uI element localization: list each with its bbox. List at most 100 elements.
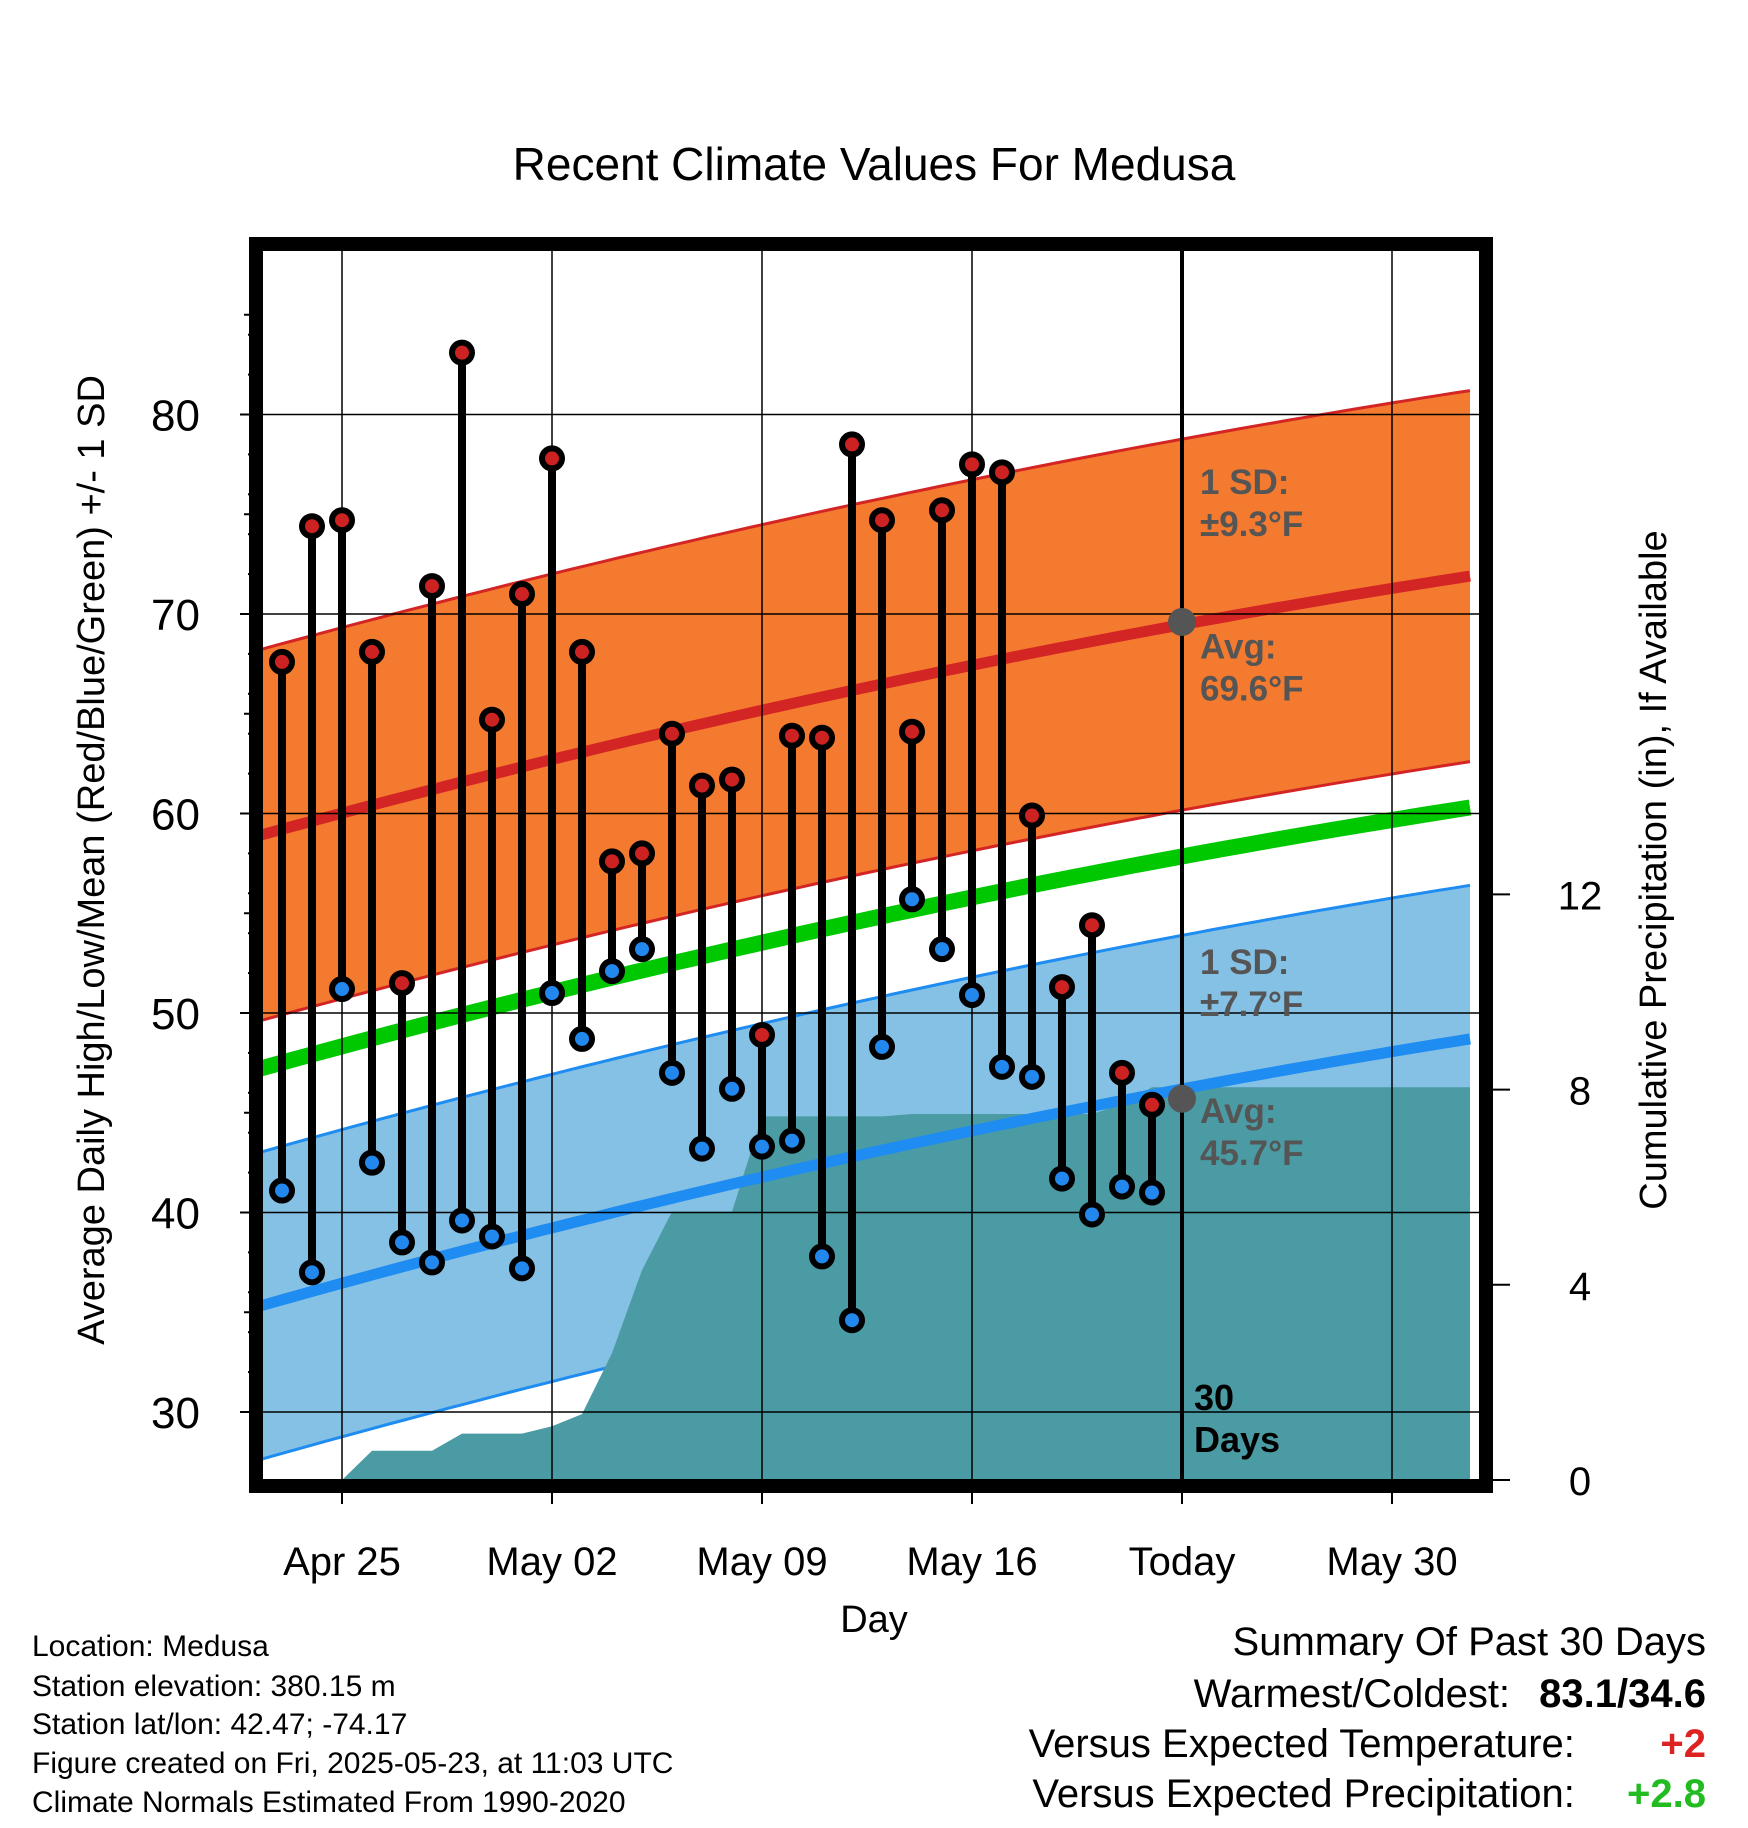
info-location: Location: Medusa	[32, 1630, 269, 1663]
daily-low-point	[509, 1255, 535, 1282]
y-tick-label: 60	[151, 791, 200, 840]
y-tick-label: 80	[151, 392, 200, 441]
daily-low-point	[839, 1307, 865, 1334]
daily-high-point	[1139, 1091, 1165, 1118]
daily-high-point	[599, 848, 625, 875]
normal-high-avg-line	[262, 570, 1471, 841]
normal-high-band	[262, 390, 1470, 1021]
daily-low-point	[359, 1149, 385, 1176]
x-tick-label: May 30	[1326, 1540, 1457, 1584]
daily-high-point	[269, 648, 295, 675]
daily-high-point	[1049, 974, 1075, 1001]
low-sd-label: 1 SD:	[1200, 943, 1289, 982]
y-tick-label: 70	[151, 591, 200, 640]
daily-low-point	[1109, 1173, 1135, 1200]
today-high-avg-dot	[1168, 607, 1196, 636]
daily-high-point	[899, 718, 925, 745]
daily-low-point	[899, 886, 925, 913]
daily-high-point	[989, 459, 1015, 486]
daily-high-point	[959, 451, 985, 478]
daily-low-point	[449, 1207, 475, 1234]
daily-low-point	[539, 980, 565, 1007]
daily-low-point	[479, 1223, 505, 1250]
x-axis: Apr 25 May 02 May 09 May 16 Today May 30	[283, 1486, 1458, 1584]
daily-low-point	[749, 1133, 775, 1160]
daily-high-point	[689, 772, 715, 799]
y-axis-label: Average Daily High/Low/Mean (Red/Blue/Gr…	[71, 375, 113, 1345]
y-tick-label: 50	[151, 990, 200, 1039]
summary-warm-cold: Warmest/Coldest: 83.1/34.6	[1194, 1672, 1706, 1717]
daily-bars	[269, 339, 1165, 1334]
daily-high-point	[389, 970, 415, 997]
daily-high-point	[419, 573, 445, 600]
summary-precip-label: Versus Expected Precipitation:	[1032, 1772, 1575, 1816]
daily-low-point	[1139, 1179, 1165, 1206]
daily-low-point	[809, 1243, 835, 1270]
high-sd-label: 1 SD:	[1200, 463, 1289, 502]
low-avg-value: 45.7°F	[1200, 1134, 1304, 1173]
daily-low-point	[299, 1259, 325, 1286]
daily-high-point	[509, 581, 535, 608]
normal-low-avg-line	[262, 1033, 1471, 1312]
high-avg-label: Avg:	[1200, 628, 1276, 667]
low-sd-value: ±7.7°F	[1200, 985, 1303, 1024]
daily-low-point	[989, 1053, 1015, 1080]
daily-high-point	[749, 1021, 775, 1048]
daily-low-point	[1019, 1063, 1045, 1090]
y2-tick-label: 8	[1569, 1070, 1591, 1114]
high-avg-value: 69.6°F	[1200, 670, 1304, 709]
daily-high-point	[329, 507, 355, 534]
daily-high-point	[449, 339, 475, 366]
daily-high-point	[809, 724, 835, 751]
x-tick-label: Apr 25	[283, 1540, 401, 1584]
daily-high-point	[1019, 802, 1045, 829]
daily-high-point	[659, 720, 685, 747]
daily-low-point	[629, 936, 655, 963]
precip-area	[342, 1087, 1470, 1480]
low-avg-label: Avg:	[1200, 1092, 1276, 1131]
x-tick-label: May 09	[696, 1540, 827, 1584]
daily-high-point	[569, 638, 595, 665]
daily-low-point	[329, 976, 355, 1003]
info-created: Figure created on Fri, 2025-05-23, at 11…	[32, 1747, 674, 1780]
plot-clip-group	[262, 389, 1472, 1480]
daily-low-point	[929, 936, 955, 963]
daily-low-point	[659, 1059, 685, 1086]
info-latlon: Station lat/lon: 42.47; -74.17	[32, 1708, 408, 1741]
daily-high-point	[719, 766, 745, 793]
daily-high-point	[1109, 1059, 1135, 1086]
plot-frame	[249, 237, 1493, 1493]
x-tick-label: Today	[1129, 1540, 1236, 1584]
summary-heading: Summary Of Past 30 Days	[1232, 1620, 1706, 1664]
daily-high-point	[629, 840, 655, 867]
daily-low-point	[869, 1033, 895, 1060]
x-axis-label: Day	[840, 1599, 908, 1641]
today-days-number: 30	[1194, 1377, 1234, 1418]
summary-precip-value: +2.8	[1627, 1772, 1706, 1816]
daily-high-point	[929, 497, 955, 524]
info-elevation: Station elevation: 380.15 m	[32, 1670, 396, 1703]
normal-low-upper-sd-line	[262, 883, 1471, 1154]
daily-low-point	[269, 1177, 295, 1204]
daily-high-point	[479, 706, 505, 733]
y-tick-label: 40	[151, 1190, 200, 1239]
summary-warm-cold-label: Warmest/Coldest:	[1193, 1672, 1511, 1716]
today-days-word: Days	[1194, 1419, 1280, 1460]
y2-axis-label: Cumulative Precipitation (in), If Availa…	[1633, 530, 1675, 1209]
daily-high-point	[299, 513, 325, 540]
daily-low-point	[599, 958, 625, 985]
y-axis: 30 40 50 60 70 80	[151, 313, 256, 1438]
daily-low-point	[689, 1135, 715, 1162]
normal-mean-line	[262, 799, 1472, 1077]
normal-high-lower-sd-line	[262, 760, 1471, 1022]
x-tick-label: May 02	[486, 1540, 617, 1584]
daily-low-point	[1079, 1201, 1105, 1228]
info-normals: Climate Normals Estimated From 1990-2020	[32, 1786, 626, 1819]
daily-high-point	[869, 507, 895, 534]
x-tick-label: May 16	[906, 1540, 1037, 1584]
daily-high-point	[359, 638, 385, 665]
daily-high-point	[539, 445, 565, 472]
daily-high-point	[839, 431, 865, 458]
daily-low-point	[779, 1127, 805, 1154]
